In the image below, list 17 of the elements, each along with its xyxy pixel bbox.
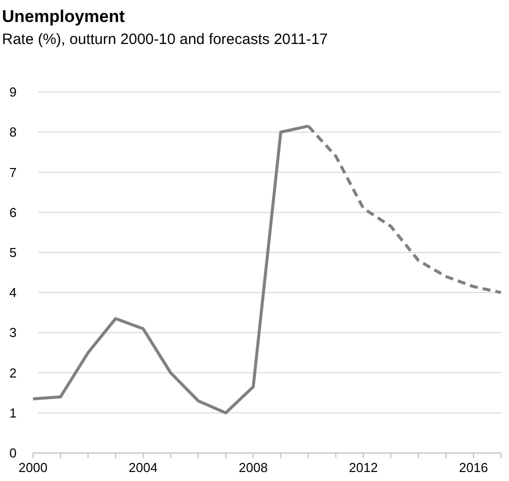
x-tick-label: 2004	[128, 460, 158, 475]
x-tick-label: 2008	[238, 460, 268, 475]
y-tick-label: 4	[9, 285, 17, 300]
chart-subtitle: Rate (%), outturn 2000-10 and forecasts 2011-17	[2, 31, 328, 48]
y-tick-label: 6	[9, 204, 17, 220]
x-tick-label: 2016	[459, 460, 488, 475]
x-tick-label: 2012	[348, 460, 378, 475]
y-tick-label: 2	[9, 365, 17, 380]
y-tick-label: 0	[9, 446, 17, 461]
y-tick-label: 5	[9, 244, 17, 260]
y-tick-label: 8	[9, 124, 17, 140]
chart-title: Unemployment	[2, 7, 126, 26]
y-tick-label: 3	[9, 325, 17, 340]
y-tick-label: 7	[9, 164, 17, 180]
y-tick-label: 1	[9, 405, 17, 420]
x-tick-label: 2000	[18, 460, 48, 475]
y-tick-label: 9	[9, 84, 17, 100]
